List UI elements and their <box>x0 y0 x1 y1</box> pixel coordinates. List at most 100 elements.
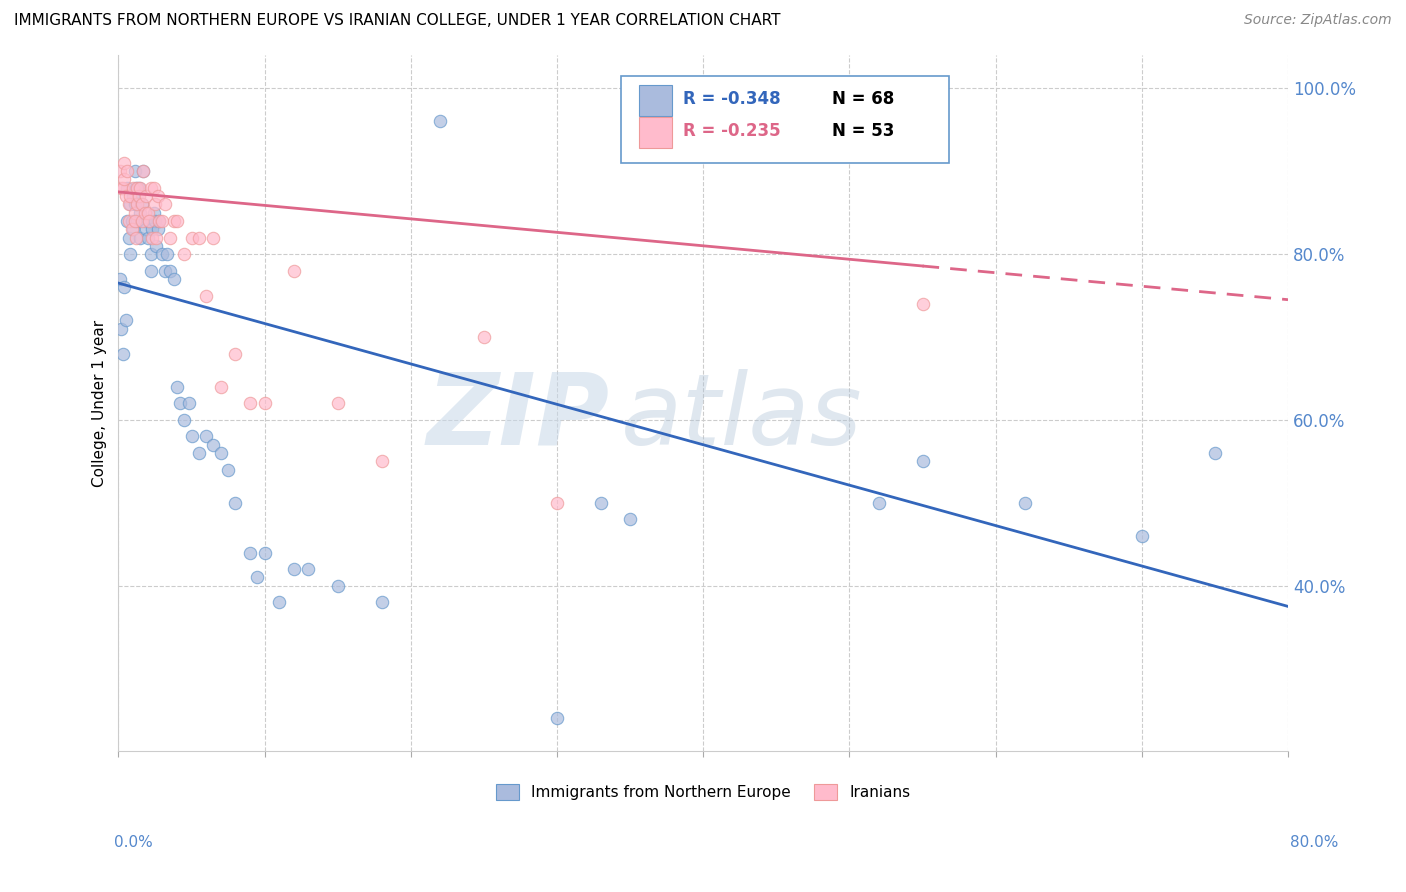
Point <box>159 230 181 244</box>
Point <box>118 230 141 244</box>
Point <box>202 230 225 244</box>
Point <box>166 380 188 394</box>
Point <box>139 263 162 277</box>
Point <box>159 263 181 277</box>
Point <box>224 496 246 510</box>
Point <box>370 454 392 468</box>
Point <box>163 214 186 228</box>
Point <box>127 197 149 211</box>
Point <box>127 197 149 211</box>
Text: Source: ZipAtlas.com: Source: ZipAtlas.com <box>1244 13 1392 28</box>
Point <box>150 247 173 261</box>
Point <box>142 181 165 195</box>
Point <box>619 512 641 526</box>
Text: atlas: atlas <box>621 368 863 466</box>
Point <box>111 346 134 360</box>
Text: ZIP: ZIP <box>426 368 610 466</box>
Point <box>124 164 146 178</box>
Bar <box>638 85 672 116</box>
Legend: Immigrants from Northern Europe, Iranians: Immigrants from Northern Europe, Iranian… <box>491 779 917 806</box>
Point <box>1130 529 1153 543</box>
Point <box>148 214 170 228</box>
Point <box>108 272 131 286</box>
Point <box>111 181 134 195</box>
Point <box>131 197 153 211</box>
Point <box>115 214 138 228</box>
Point <box>156 247 179 261</box>
Point <box>122 222 145 236</box>
Point <box>370 595 392 609</box>
Point <box>134 214 156 228</box>
Point <box>128 181 150 195</box>
Point <box>868 496 890 510</box>
Point <box>122 181 145 195</box>
Point <box>1204 446 1226 460</box>
Point <box>546 496 568 510</box>
Point <box>180 429 202 443</box>
Point <box>132 164 155 178</box>
Point <box>139 181 162 195</box>
Point <box>108 164 131 178</box>
Text: N = 68: N = 68 <box>832 90 894 108</box>
Text: R = -0.348: R = -0.348 <box>683 90 780 108</box>
Text: 0.0%: 0.0% <box>114 836 153 850</box>
Point <box>150 214 173 228</box>
Point <box>589 496 612 510</box>
Point <box>239 396 262 410</box>
Point <box>124 214 146 228</box>
Point <box>115 181 138 195</box>
Point <box>120 247 142 261</box>
Point <box>121 222 143 236</box>
Point <box>180 230 202 244</box>
Point <box>125 230 148 244</box>
Y-axis label: College, Under 1 year: College, Under 1 year <box>93 319 107 487</box>
Point <box>141 230 163 244</box>
Point <box>429 114 451 128</box>
Point <box>124 205 146 219</box>
Point <box>155 263 177 277</box>
Point <box>209 380 232 394</box>
Point <box>118 197 141 211</box>
Point <box>202 438 225 452</box>
FancyBboxPatch shape <box>621 76 949 163</box>
Point <box>124 197 146 211</box>
Point <box>217 462 239 476</box>
Point <box>326 396 349 410</box>
Point <box>177 396 200 410</box>
Point <box>145 230 167 244</box>
Point <box>269 595 291 609</box>
Point <box>195 288 218 302</box>
Point <box>121 214 143 228</box>
Point <box>143 197 166 211</box>
Point <box>169 396 191 410</box>
Point <box>283 263 305 277</box>
Point <box>127 214 149 228</box>
Point <box>136 205 159 219</box>
Point <box>283 562 305 576</box>
Point <box>143 214 166 228</box>
Point <box>146 222 169 236</box>
Point <box>246 570 269 584</box>
Point <box>129 181 152 195</box>
Point <box>115 164 138 178</box>
Point <box>326 579 349 593</box>
Point <box>145 239 167 253</box>
Point <box>120 197 142 211</box>
Point <box>131 214 153 228</box>
Point <box>138 214 160 228</box>
Point <box>136 230 159 244</box>
Point <box>112 156 135 170</box>
Point <box>128 189 150 203</box>
Point <box>127 181 149 195</box>
Text: R = -0.235: R = -0.235 <box>683 122 780 140</box>
Point <box>141 222 163 236</box>
Point <box>209 446 232 460</box>
Point <box>129 230 152 244</box>
Point <box>195 429 218 443</box>
Point <box>253 545 276 559</box>
Point <box>135 189 157 203</box>
Point <box>129 205 152 219</box>
Point <box>125 181 148 195</box>
Point <box>472 330 495 344</box>
Point <box>142 205 165 219</box>
